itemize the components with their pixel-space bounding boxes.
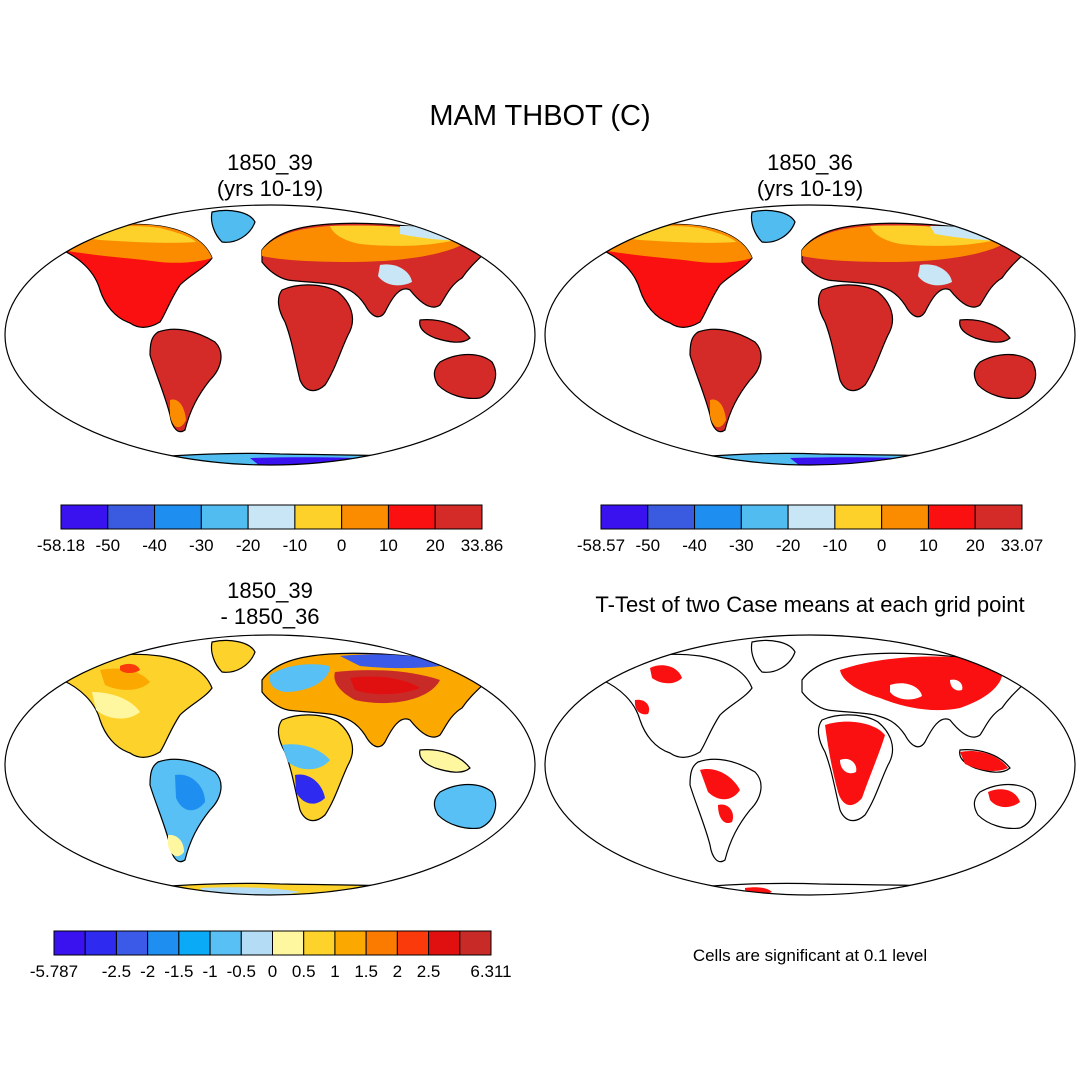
cb3-swatch [147, 930, 180, 956]
map-panel-4 [544, 634, 1076, 896]
cb1-swatch [434, 504, 483, 530]
cb1-tick-label: -10 [283, 536, 308, 555]
cb2-swatch [927, 504, 976, 530]
cb2-swatch [647, 504, 696, 530]
map-border [544, 634, 1076, 896]
cb1-swatch [294, 504, 343, 530]
panel-title-2-line1: 1850_36 [767, 150, 853, 175]
cb3-tick-label: 1 [330, 962, 339, 981]
cb2-tick-label: -50 [635, 536, 660, 555]
cb2-swatch [974, 504, 1023, 530]
cb2-tick-label: -10 [823, 536, 848, 555]
significance-note: Cells are significant at 0.1 level [692, 946, 928, 965]
colorbar-1: -58.18 -50 -40 -30 -20 -10 0 10 20 33.86 [37, 504, 504, 555]
cb2-swatch [694, 504, 742, 530]
cb1-swatch [387, 504, 436, 530]
cb3-tick-label: -1 [203, 962, 218, 981]
cb3-swatch [303, 930, 336, 956]
cb1-swatch [200, 504, 249, 530]
cb2-tick-label: -58.57 [577, 536, 625, 555]
panel-title-1: 1850_39 (yrs 10-19) [120, 150, 420, 202]
map-border [4, 204, 536, 466]
cb1-tick-label: -20 [236, 536, 261, 555]
cb1-tick-label: 10 [379, 536, 398, 555]
cb2-tick-label: -20 [776, 536, 801, 555]
panel-title-3-line2: - 1850_36 [220, 604, 320, 629]
cb2-swatch [600, 504, 649, 530]
cb3-tick-label: -2 [140, 962, 155, 981]
cb1-tick-label: 33.86 [461, 536, 504, 555]
cb3-tick-label: 6.311 [470, 962, 511, 981]
panel-title-2: 1850_36 (yrs 10-19) [660, 150, 960, 202]
cb1-tick-label: 0 [337, 536, 346, 555]
cb2-swatch [740, 504, 789, 530]
cb3-tick-label: -5.787 [30, 962, 78, 981]
cb3-swatch [334, 930, 367, 956]
cb3-swatch [365, 930, 398, 956]
cb2-tick-label: 10 [919, 536, 938, 555]
cb2-swatch [787, 504, 836, 530]
cb3-swatch [178, 930, 211, 956]
cb1-swatch [154, 504, 202, 530]
cb2-tick-label: -40 [682, 536, 707, 555]
cb1-tick-label: -50 [95, 536, 120, 555]
cb3-tick-label: 1.5 [354, 962, 378, 981]
panel-title-1-line2: (yrs 10-19) [216, 176, 324, 201]
panel-title-3-line1: 1850_39 [227, 578, 313, 603]
cb3-tick-label: 0.5 [292, 962, 316, 981]
cb1-tick-label: 20 [426, 536, 445, 555]
significant-cells [634, 656, 1020, 895]
cb2-tick-label: 20 [966, 536, 985, 555]
map-panel-2 [544, 204, 1076, 466]
panel-title-1-line1: 1850_39 [227, 150, 313, 175]
cb1-tick-label: -58.18 [37, 536, 85, 555]
cb3-tick-label: 2.5 [417, 962, 441, 981]
cb2-tick-label: -30 [729, 536, 754, 555]
cb2-swatch [881, 504, 929, 530]
panel-title-4-line1: T-Test of two Case means at each grid po… [595, 592, 1025, 617]
main-title: MAM THBOT (C) [429, 100, 651, 132]
cb3-swatch [240, 930, 274, 956]
cb3-swatch [115, 930, 149, 956]
colorbar-2: -58.57 -50 -40 -30 -20 -10 0 10 20 33.07 [577, 504, 1044, 555]
cb1-tick-label: -30 [189, 536, 214, 555]
map-panel-1 [4, 204, 536, 466]
cb3-tick-label: -0.5 [227, 962, 256, 981]
cb3-swatch [84, 930, 117, 956]
cb2-tick-label: 33.07 [1001, 536, 1044, 555]
cb3-swatch [53, 930, 86, 956]
map-border [544, 204, 1076, 466]
cb2-swatch [834, 504, 883, 530]
map-panel-3 [4, 634, 536, 896]
cb3-tick-label: 2 [393, 962, 402, 981]
colorbar-3: -5.787 -2.5 -2 -1.5 -1 -0.5 0 0.5 1 1.5 2 2.5 6.311 [30, 930, 512, 981]
cb3-swatch [209, 930, 242, 956]
cb1-swatch [107, 504, 156, 530]
cb1-swatch [341, 504, 389, 530]
cb1-tick-label: -40 [142, 536, 167, 555]
land-antarctica [654, 882, 986, 895]
cb3-swatch [459, 930, 492, 956]
cb3-tick-label: 0 [268, 962, 277, 981]
cb1-swatch [60, 504, 109, 530]
panel-title-4: T-Test of two Case means at each grid po… [530, 592, 1080, 618]
panel-title-2-line2: (yrs 10-19) [756, 176, 864, 201]
cb3-swatch [428, 930, 461, 956]
cb3-swatch [396, 930, 430, 956]
cb3-swatch [272, 930, 305, 956]
panel-title-3: 1850_39 - 1850_36 [120, 578, 420, 630]
map-border [4, 634, 536, 896]
cb3-tick-label: -2.5 [102, 962, 131, 981]
cb2-tick-label: 0 [877, 536, 886, 555]
cb1-swatch [247, 504, 296, 530]
cb3-tick-label: -1.5 [164, 962, 193, 981]
